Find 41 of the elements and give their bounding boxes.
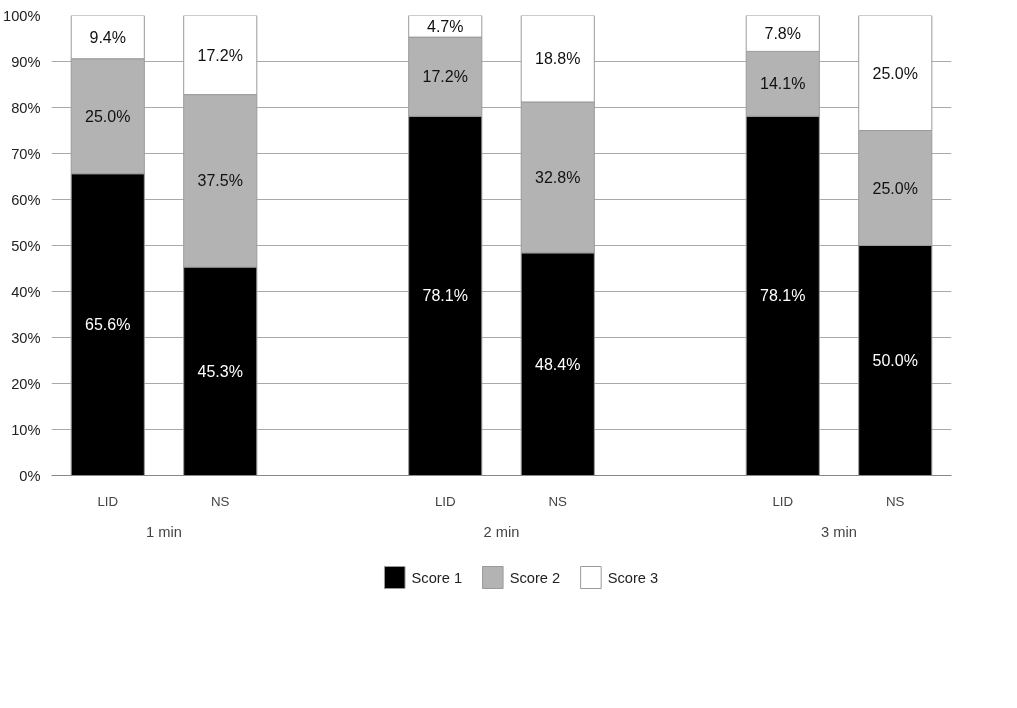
legend-label: Score 3 — [607, 569, 659, 586]
data-label: 45.3% — [197, 362, 243, 380]
y-tick-label: 100% — [3, 7, 41, 24]
legend-label: Score 2 — [509, 569, 561, 586]
data-label: 32.8% — [535, 168, 581, 186]
data-label: 17.2% — [197, 46, 243, 64]
y-tick-label: 90% — [11, 53, 41, 70]
y-tick-label: 80% — [11, 99, 41, 116]
y-tick-label: 20% — [11, 375, 41, 392]
x-tick-label: NS — [885, 493, 905, 509]
data-label: 9.4% — [89, 28, 126, 46]
data-label: 50.0% — [872, 352, 918, 369]
legend-label: Score 1 — [411, 569, 463, 586]
data-label: 7.8% — [764, 24, 801, 42]
y-tick-label: 30% — [11, 329, 41, 346]
x-tick-label: LID — [97, 493, 119, 509]
data-label: 25.0% — [85, 107, 131, 125]
data-label: 25.0% — [872, 64, 918, 82]
data-label: 18.8% — [535, 50, 581, 68]
y-tick-label: 70% — [11, 145, 41, 162]
x-tick-label: LID — [772, 493, 794, 509]
x-tick-label: NS — [548, 493, 568, 509]
data-label: 78.1% — [422, 287, 468, 305]
y-tick-label: 10% — [11, 421, 41, 438]
text: 2 min — [483, 523, 520, 540]
text: 1 min — [146, 523, 182, 540]
x-tick-label: LID — [434, 493, 456, 509]
data-label: 48.4% — [535, 355, 581, 373]
x-tick-label: NS — [210, 493, 230, 509]
y-tick-label: 0% — [19, 467, 41, 484]
data-label: 37.5% — [197, 172, 243, 190]
data-label: 14.1% — [760, 75, 806, 93]
data-label: 65.6% — [85, 316, 131, 334]
y-tick-label: 40% — [11, 283, 41, 300]
y-tick-label: 50% — [11, 237, 41, 254]
data-label: 4.7% — [427, 17, 464, 35]
text: 3 min — [821, 523, 857, 540]
data-label: 25.0% — [872, 179, 918, 197]
y-tick-label: 60% — [11, 191, 41, 208]
data-label: 78.1% — [760, 287, 806, 305]
data-label: 17.2% — [422, 68, 468, 86]
